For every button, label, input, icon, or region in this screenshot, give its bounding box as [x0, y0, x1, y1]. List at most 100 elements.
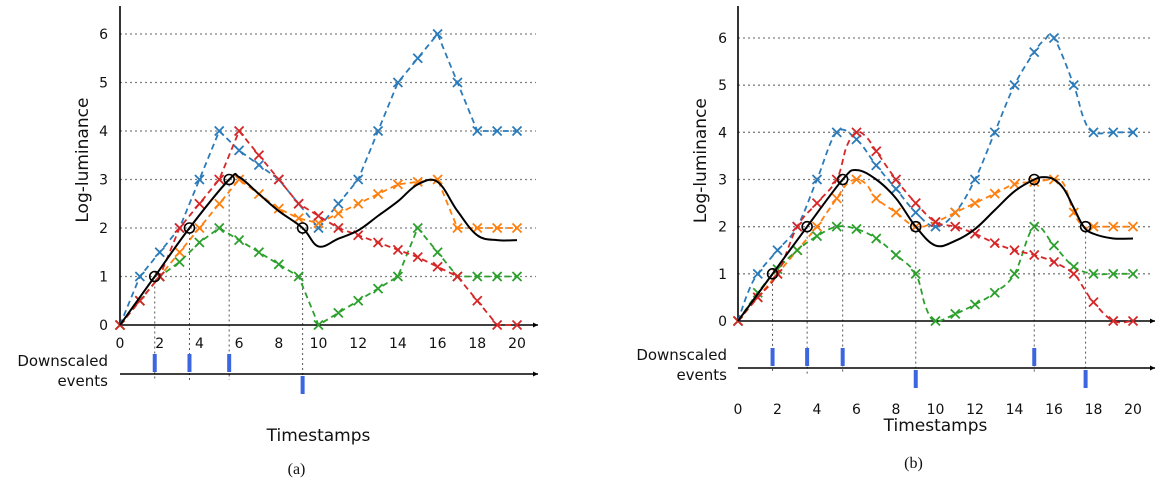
y-tick-label: 3 — [718, 173, 727, 189]
data-point-green — [273, 259, 284, 270]
data-point-orange — [293, 213, 304, 224]
data-point-green — [1048, 240, 1060, 251]
data-point-green — [950, 308, 961, 320]
data-point-blue — [1068, 80, 1079, 91]
x-tick-label: 8 — [892, 402, 901, 418]
events-axis-label-line: events — [676, 366, 727, 384]
series-line-orange — [119, 178, 517, 326]
events-axis-arrow — [1150, 365, 1155, 371]
data-point-blue — [511, 125, 523, 137]
x-tick-label: 16 — [429, 336, 447, 352]
y-tick-label: 2 — [718, 220, 727, 236]
data-point-blue — [890, 183, 902, 195]
x-tick-label: 20 — [1124, 402, 1142, 418]
data-point-blue — [372, 125, 384, 137]
data-point-blue — [910, 207, 921, 218]
data-point-green — [851, 223, 862, 235]
data-point-blue — [194, 174, 205, 185]
data-point-blue — [353, 174, 364, 185]
data-point-red — [134, 295, 145, 306]
data-point-blue — [333, 198, 344, 209]
y-tick-label: 4 — [99, 124, 108, 140]
sample-circle-marker — [1079, 220, 1092, 233]
data-point-orange — [1009, 179, 1020, 190]
data-point-green — [313, 319, 324, 331]
data-point-orange — [890, 207, 902, 218]
data-point-green — [353, 295, 364, 306]
x-tick-label: 10 — [927, 402, 945, 418]
data-point-red — [214, 174, 225, 185]
x-axis-arrow — [533, 322, 538, 328]
data-point-orange — [871, 193, 882, 204]
data-point-red — [372, 237, 384, 248]
data-point-orange — [333, 208, 344, 219]
data-point-blue — [811, 174, 823, 185]
x-tick-label: 8 — [274, 336, 283, 352]
y-tick-label: 0 — [718, 314, 727, 330]
y-tick-label: 3 — [99, 173, 108, 189]
data-point-red — [930, 216, 941, 228]
data-point-green — [174, 256, 185, 268]
data-point-red — [989, 238, 1000, 249]
data-point-blue — [871, 160, 882, 171]
data-point-orange — [313, 218, 324, 229]
data-point-blue — [412, 53, 423, 64]
y-tick-label: 6 — [99, 27, 108, 43]
data-point-red — [174, 222, 185, 234]
data-point-green — [253, 247, 265, 258]
data-point-orange — [353, 198, 364, 209]
data-point-blue — [1088, 127, 1099, 138]
y-axis-label: Log-luminance — [73, 98, 93, 223]
x-axis-arrow — [1150, 318, 1155, 324]
data-point-orange — [811, 221, 823, 232]
y-axis-label: Log-luminance — [691, 98, 711, 223]
series-line-blue — [119, 32, 517, 326]
data-point-red — [1009, 245, 1020, 256]
data-point-red — [890, 174, 902, 185]
data-point-green — [1127, 268, 1139, 279]
y-tick-label: 0 — [99, 318, 108, 334]
data-point-red — [1048, 256, 1060, 268]
data-point-green — [293, 271, 304, 282]
y-tick-label: 1 — [99, 270, 108, 286]
data-point-red — [432, 261, 443, 272]
sample-circle-marker — [766, 268, 779, 280]
data-point-blue — [752, 268, 763, 279]
data-point-blue — [492, 125, 503, 137]
data-point-green — [492, 271, 503, 282]
data-point-red — [333, 222, 344, 234]
x-tick-label: 4 — [195, 336, 204, 352]
events-axis-label: Downscaled events — [636, 346, 727, 384]
data-point-green — [194, 237, 205, 248]
x-tick-label: 18 — [1085, 402, 1103, 418]
data-point-orange — [989, 188, 1000, 199]
data-point-orange — [452, 222, 463, 234]
x-tick-label: 10 — [310, 336, 328, 352]
data-point-green — [831, 221, 842, 232]
data-point-green — [372, 283, 384, 294]
events-axis-label: Downscaled events — [17, 352, 108, 390]
data-point-orange — [372, 188, 384, 200]
data-point-green — [233, 234, 245, 246]
data-point-green — [930, 315, 941, 327]
data-point-red — [851, 127, 862, 138]
data-point-blue — [989, 127, 1000, 138]
data-point-orange — [492, 222, 503, 234]
panel-caption: (b) — [904, 455, 923, 472]
data-point-red — [910, 197, 921, 209]
sample-circle-marker — [148, 270, 161, 283]
data-point-orange — [1108, 221, 1119, 232]
y-tick-label: 4 — [718, 125, 727, 141]
data-point-orange — [1127, 221, 1139, 232]
x-tick-label: 0 — [734, 402, 743, 418]
data-point-blue — [392, 77, 404, 88]
data-point-green — [511, 271, 523, 282]
data-point-red — [412, 251, 423, 263]
data-point-orange — [233, 174, 245, 185]
sample-circle-marker — [1028, 173, 1041, 186]
data-point-green — [1108, 268, 1119, 279]
data-point-red — [792, 221, 803, 232]
data-point-green — [392, 271, 404, 282]
data-point-orange — [831, 193, 842, 204]
